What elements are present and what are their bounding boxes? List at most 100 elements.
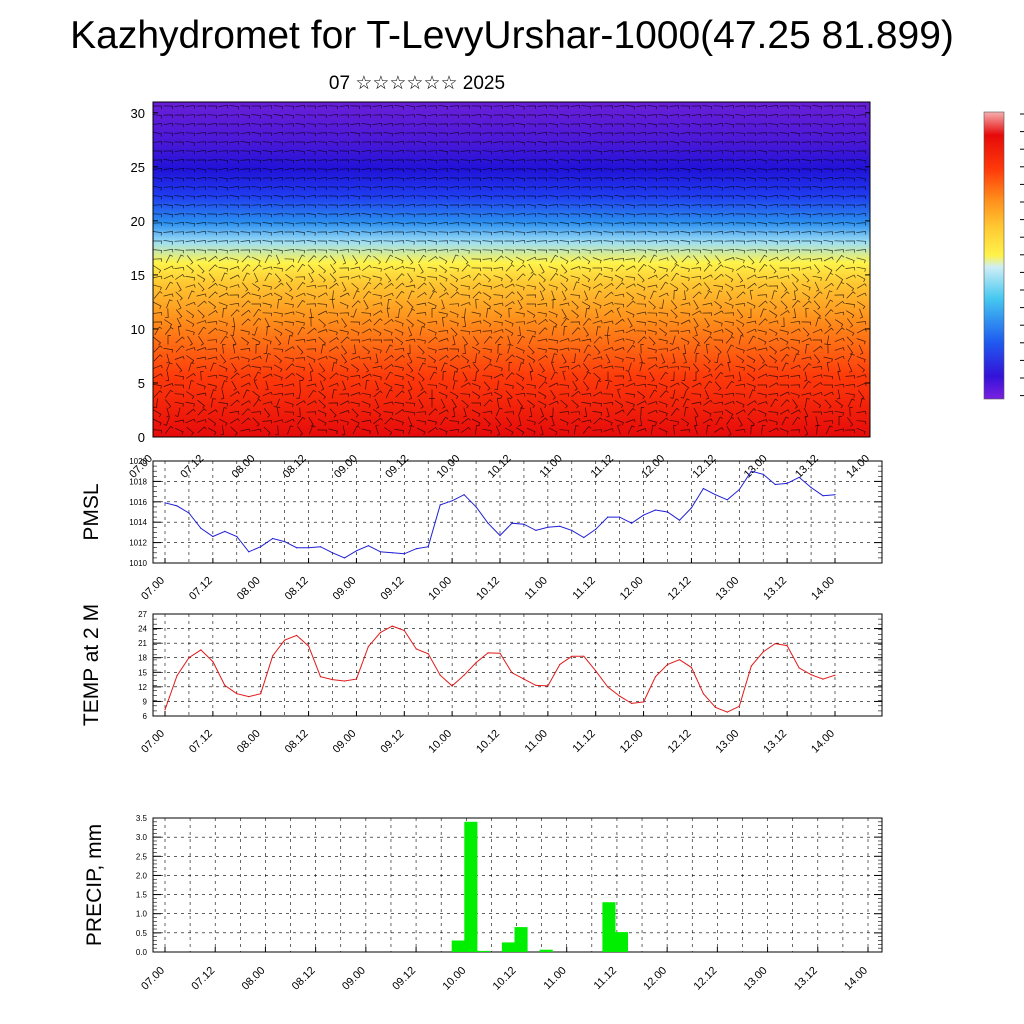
wind-barb: [768, 168, 779, 172]
wind-barb: [637, 336, 647, 344]
wind-barb: [693, 255, 700, 265]
wind-barb: [716, 290, 723, 300]
pmsl-data-point: [284, 541, 286, 543]
wind-barb: [858, 344, 864, 355]
wind-barb: [439, 355, 449, 361]
wind-barb: [779, 346, 790, 352]
wind-barb: [571, 399, 579, 409]
wind-barb: [691, 141, 701, 146]
wind-barb: [153, 168, 163, 172]
wind-barb: [680, 249, 691, 253]
pmsl-data-point: [379, 551, 381, 553]
wind-barb: [218, 249, 228, 254]
wind-barb: [317, 132, 328, 136]
wind-barb: [220, 425, 224, 436]
wind-barb: [680, 275, 690, 282]
temp-data-point: [762, 651, 764, 653]
wind-barb: [540, 407, 545, 418]
wind-barb: [592, 267, 602, 271]
wind-barb: [285, 346, 295, 352]
wind-barb: [669, 177, 679, 182]
wind-barb: [407, 308, 416, 318]
wind-barb: [451, 399, 457, 409]
wind-barb: [724, 248, 735, 253]
wind-barb: [306, 204, 316, 209]
wind-barb: [166, 362, 173, 372]
wind-barb: [526, 222, 537, 226]
wind-barb: [508, 362, 513, 372]
wind-barb: [538, 381, 548, 389]
wind-barb: [482, 330, 493, 334]
wind-barb: [680, 302, 691, 306]
wind-barb: [416, 312, 427, 316]
wind-barb: [834, 159, 844, 164]
wind-barb: [823, 132, 833, 137]
wind-barb: [153, 429, 162, 434]
wind-barb: [262, 113, 272, 119]
wind-barb: [735, 240, 745, 245]
wind-barb: [813, 300, 821, 310]
wind-barb: [196, 177, 207, 181]
temp-data-point: [619, 695, 621, 697]
wind-barb: [475, 425, 480, 435]
wind-barb: [328, 402, 338, 406]
wind-barb: [486, 308, 491, 318]
wind-barb: [526, 294, 536, 298]
wind-barb: [823, 420, 834, 424]
wind-barb: [394, 402, 404, 407]
wind-barb: [407, 380, 413, 391]
wind-barb: [746, 186, 757, 190]
wind-barb: [614, 258, 625, 262]
wind-barb: [229, 274, 240, 280]
wind-barb: [361, 213, 371, 218]
temp-x-tick-label: 11.00: [523, 728, 550, 755]
wind-barb: [253, 398, 262, 407]
wind-barb: [593, 417, 603, 425]
wind-barb: [405, 284, 416, 289]
wind-barb: [526, 249, 536, 254]
wind-barb: [592, 159, 602, 163]
wind-barb: [350, 177, 361, 181]
wind-barb: [647, 401, 658, 405]
wind-barb: [262, 123, 272, 127]
wind-barb: [636, 159, 646, 164]
wind-barb: [220, 272, 228, 282]
temp-data-point: [439, 674, 441, 676]
wind-barb: [724, 375, 735, 379]
wind-barb: [308, 389, 317, 398]
wind-barb: [218, 302, 228, 309]
wind-barb: [153, 204, 163, 208]
wind-barb: [658, 427, 668, 435]
wind-barb: [713, 213, 724, 217]
wind-barb: [581, 283, 591, 291]
wind-barb: [746, 177, 756, 182]
wind-barb: [188, 362, 195, 372]
wind-barb: [813, 400, 822, 409]
wind-barb: [658, 177, 669, 181]
wind-barb: [262, 284, 272, 290]
wind-barb: [394, 159, 404, 163]
wind-barb: [570, 240, 581, 244]
wind-barb: [306, 249, 316, 253]
wind-barb: [439, 292, 449, 298]
wind-barb: [581, 122, 591, 128]
wind-barb: [427, 301, 437, 309]
wind-barb: [614, 303, 624, 308]
wind-barb: [253, 272, 259, 283]
wind-barb: [284, 132, 294, 136]
wind-barb: [218, 195, 229, 199]
wind-barb: [713, 392, 723, 398]
pmsl-data-point: [595, 528, 597, 530]
pmsl-data-point: [702, 487, 705, 490]
temp-data-point: [774, 643, 776, 645]
wind-barb: [693, 318, 699, 328]
temp-data-point: [331, 679, 334, 681]
wind-barb: [471, 186, 481, 190]
wind-barb: [339, 276, 350, 280]
cross-section-field: [153, 102, 870, 437]
wind-barb: [573, 425, 579, 435]
wind-barb: [614, 383, 625, 388]
wind-barb: [746, 150, 756, 154]
wind-barb: [262, 141, 272, 146]
wind-barb: [320, 344, 326, 354]
